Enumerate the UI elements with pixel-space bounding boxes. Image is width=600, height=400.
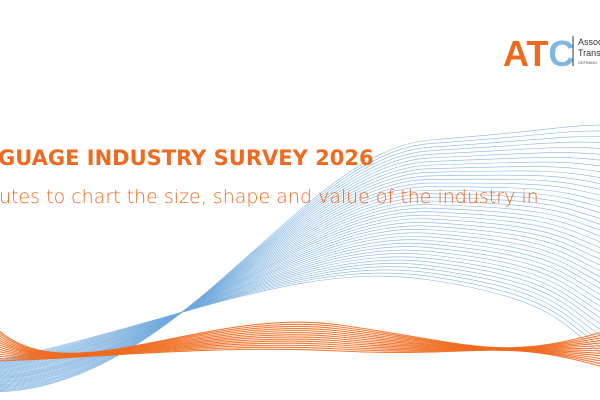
wave-line	[0, 178, 600, 383]
wave-line	[0, 207, 600, 377]
wave-line	[0, 275, 600, 361]
wave-line	[0, 239, 600, 370]
wave-line	[0, 174, 600, 384]
logo-letter: A	[503, 33, 529, 74]
wave-line	[0, 269, 600, 362]
logo-letter: C	[548, 33, 574, 74]
wave-line	[0, 186, 600, 382]
logo-line: Transl	[578, 48, 600, 58]
logo-letter: T	[526, 33, 548, 74]
wave-line	[0, 266, 600, 363]
wave-line	[0, 218, 600, 374]
wave-line	[0, 182, 600, 383]
wave-line	[0, 253, 600, 366]
wave-line	[0, 263, 600, 364]
logo-line: DEFINING	[578, 60, 597, 65]
wave-line	[0, 242, 600, 369]
wave-line	[0, 228, 600, 372]
orange-waves	[0, 321, 600, 367]
subtitle: utes to chart the size, shape and value …	[0, 186, 539, 208]
wave-line	[0, 235, 600, 370]
wave-line	[0, 225, 600, 373]
logo-mark: ATC	[503, 33, 574, 74]
wave-line	[0, 200, 600, 378]
wave-line	[0, 204, 600, 378]
wave-line	[0, 211, 600, 376]
wave-line	[0, 189, 600, 381]
wave-line	[0, 348, 600, 367]
title: GUAGE INDUSTRY SURVEY 2026	[0, 146, 374, 170]
wave-line	[0, 272, 600, 361]
wave-line	[0, 249, 600, 367]
logo-line: Assoc	[578, 37, 600, 47]
wave-line	[0, 256, 600, 365]
wave-line	[0, 193, 600, 380]
logo: ATC Assoc Transl DEFINING	[503, 33, 600, 74]
wave-line	[0, 259, 600, 365]
wave-line	[0, 215, 600, 375]
wave-line	[0, 246, 600, 368]
wave-line	[0, 197, 600, 379]
wave-line	[0, 232, 600, 371]
wave-line	[0, 222, 600, 374]
